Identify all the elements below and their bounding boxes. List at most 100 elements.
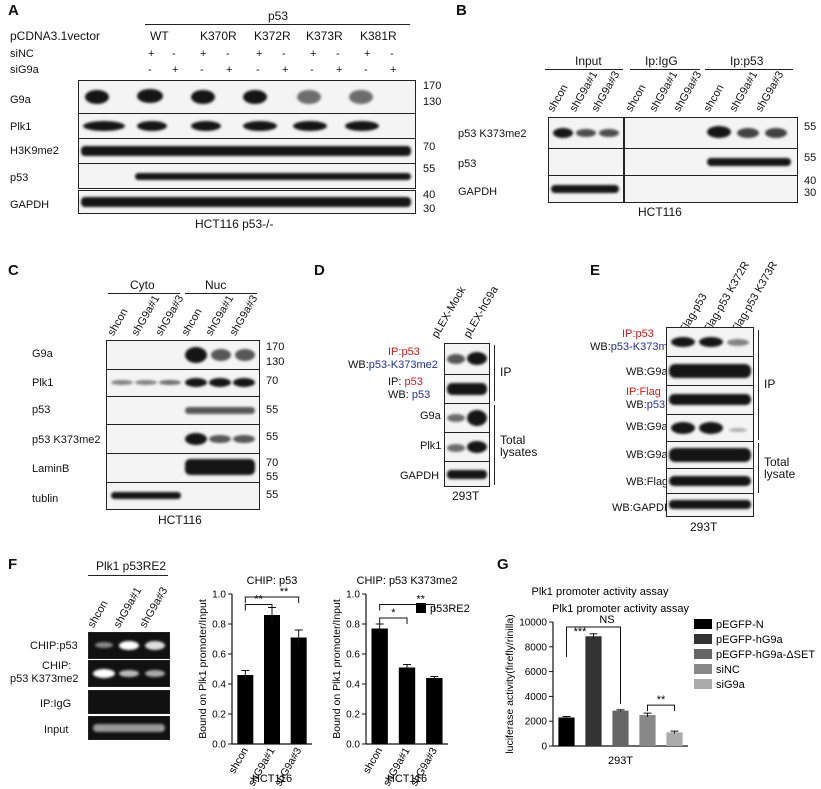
- legend-swatch: [694, 634, 712, 644]
- sig-marker: *: [391, 607, 396, 619]
- mw-marker: 55: [266, 471, 279, 483]
- group-label: K370R: [200, 29, 237, 43]
- y-tick-label: 0.4: [346, 680, 360, 691]
- row-label: Plk1: [32, 377, 54, 389]
- row-label: WB:GAPDH: [612, 502, 672, 514]
- legend-label: pEGFP-hG9a-ΔSET: [716, 649, 815, 661]
- bracket-ip-label: IP: [500, 365, 512, 379]
- row-label: Plk1: [420, 440, 442, 452]
- sinc-sign: +: [364, 48, 371, 60]
- blot-g9a: [78, 80, 416, 114]
- row-label: WB:Flag: [626, 476, 669, 488]
- x-axis-label: HCT116: [387, 773, 427, 785]
- mw-marker: 40: [804, 175, 817, 187]
- mw-marker: 30: [423, 203, 436, 215]
- blot-gapdh: [78, 190, 416, 214]
- panel-label: G: [497, 556, 509, 573]
- group-line: [545, 69, 623, 70]
- blot-p53-ip2: [666, 385, 754, 415]
- sig9a-sign: -: [364, 64, 368, 76]
- sig-bracket: [379, 617, 408, 624]
- blot-input-gapdh: [548, 175, 624, 203]
- row-label: p53 K373me2: [458, 128, 527, 140]
- row-label: WB:G9a: [626, 421, 668, 433]
- x-axis-label: 293T: [608, 755, 633, 767]
- group-line: [185, 293, 257, 294]
- row-label: tublin: [32, 493, 59, 505]
- panel-label: D: [314, 262, 325, 279]
- sig9a-sign: +: [390, 64, 397, 76]
- sinc-sign: +: [200, 48, 207, 60]
- gel-row-label: CHIP:p53: [30, 640, 78, 652]
- blot-gapdh: [666, 493, 754, 517]
- gel-chip-k373me2: [88, 660, 170, 687]
- gel-input: [88, 716, 170, 740]
- y-axis-label: luciferase activity(firefly/rinilla): [504, 614, 516, 753]
- group-label: Nuc: [205, 278, 227, 292]
- sig9a-sign: -: [310, 64, 314, 76]
- wb-target: p53: [646, 399, 666, 411]
- row-label: p53: [32, 404, 51, 416]
- mw-marker: 55: [423, 163, 436, 175]
- bar: [371, 628, 388, 744]
- blot-g9a-total: [666, 441, 754, 469]
- group-line: [630, 69, 700, 70]
- sig-bracket: [566, 626, 621, 704]
- blot-p53: [444, 374, 490, 404]
- mw-marker: 40: [423, 189, 436, 201]
- cell-line: HCT116: [638, 205, 682, 219]
- bracket-ip: [494, 345, 495, 401]
- blot-ip-gapdh: [624, 175, 798, 203]
- sinc-sign: +: [310, 48, 317, 60]
- sig-marker: **: [416, 594, 425, 606]
- y-tick-label: 0.2: [212, 710, 226, 721]
- gel-header-line: [88, 575, 168, 576]
- blot-plk1: [444, 432, 490, 462]
- y-tick-label: 0.2: [346, 710, 360, 721]
- group-label: Ip:IgG: [645, 54, 678, 68]
- gel-igg: [88, 690, 170, 714]
- row-label: p53 K373me2: [32, 434, 101, 446]
- group-line: [705, 69, 793, 70]
- row-label: LaminB: [32, 463, 70, 475]
- legend-label: p53RE2: [430, 603, 470, 615]
- row-label: GAPDH: [400, 470, 440, 482]
- cell-line: HCT116 p53-/-: [195, 217, 274, 231]
- gel-row-label: p53 K373me2: [10, 673, 79, 685]
- chart-title: CHIP: p53: [247, 575, 298, 587]
- sig9a-sign: +: [336, 64, 343, 76]
- bracket-total-label: Total lysate: [764, 455, 796, 481]
- bar: [237, 675, 254, 744]
- wb-label: WB: p53: [388, 389, 430, 401]
- bar: [612, 710, 629, 746]
- sinc-sign: -: [336, 48, 340, 60]
- blot-g9a-ip1: [666, 356, 754, 386]
- mw-marker: 70: [266, 375, 279, 387]
- bracket-total-label: Total lysates: [500, 433, 538, 459]
- y-tick-label: 0.4: [212, 680, 226, 691]
- mw-marker: 30: [804, 187, 817, 199]
- legend-swatch: [694, 679, 712, 689]
- sig9a-label: siG9a: [10, 64, 39, 76]
- blot-p53: [106, 396, 260, 425]
- p53-header: p53: [268, 9, 289, 23]
- y-tick-label: 10000: [519, 618, 547, 629]
- row-label: G9a: [32, 348, 53, 360]
- row-label: H3K9me2: [10, 145, 59, 157]
- y-tick-label: 0: [541, 742, 547, 753]
- mw-marker: 70: [423, 141, 436, 153]
- blot-h3k9me2: [78, 138, 416, 164]
- y-tick-label: 1.0: [346, 590, 360, 601]
- chart-title: CHIP: p53 K373me2: [357, 575, 458, 587]
- mw-marker: 130: [266, 356, 285, 368]
- legend-label: siNC: [716, 664, 740, 676]
- group-label: WT: [150, 29, 169, 43]
- bracket-ip-label: IP: [764, 377, 776, 391]
- y-axis-label: Bound on Plk1 promoter/Input: [197, 599, 209, 739]
- blot-plk1: [78, 113, 416, 139]
- blot-plk1: [106, 369, 260, 397]
- gel-row-label: CHIP:: [42, 660, 72, 672]
- row-label: p53: [10, 172, 29, 184]
- row-label: G9a: [420, 410, 441, 422]
- sig-marker: NS: [599, 614, 614, 626]
